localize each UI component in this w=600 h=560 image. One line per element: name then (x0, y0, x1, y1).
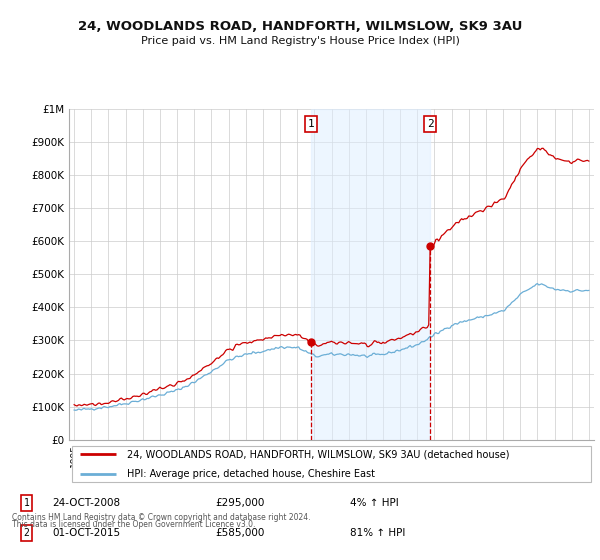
Text: 2: 2 (427, 119, 434, 129)
Text: HPI: Average price, detached house, Cheshire East: HPI: Average price, detached house, Ches… (127, 469, 375, 479)
Text: This data is licensed under the Open Government Licence v3.0.: This data is licensed under the Open Gov… (12, 520, 256, 529)
Text: 1: 1 (308, 119, 314, 129)
Text: 24, WOODLANDS ROAD, HANDFORTH, WILMSLOW, SK9 3AU (detached house): 24, WOODLANDS ROAD, HANDFORTH, WILMSLOW,… (127, 449, 509, 459)
Text: £295,000: £295,000 (216, 498, 265, 507)
Text: Contains HM Land Registry data © Crown copyright and database right 2024.: Contains HM Land Registry data © Crown c… (12, 513, 311, 522)
Text: 1: 1 (23, 498, 29, 507)
Text: 24-OCT-2008: 24-OCT-2008 (53, 498, 121, 507)
Text: £585,000: £585,000 (216, 528, 265, 538)
Text: 01-OCT-2015: 01-OCT-2015 (53, 528, 121, 538)
Text: Price paid vs. HM Land Registry's House Price Index (HPI): Price paid vs. HM Land Registry's House … (140, 36, 460, 46)
Text: 4% ↑ HPI: 4% ↑ HPI (350, 498, 398, 507)
FancyBboxPatch shape (71, 446, 592, 482)
Text: 24, WOODLANDS ROAD, HANDFORTH, WILMSLOW, SK9 3AU: 24, WOODLANDS ROAD, HANDFORTH, WILMSLOW,… (78, 20, 522, 32)
Text: 2: 2 (23, 528, 29, 538)
Text: 81% ↑ HPI: 81% ↑ HPI (350, 528, 405, 538)
